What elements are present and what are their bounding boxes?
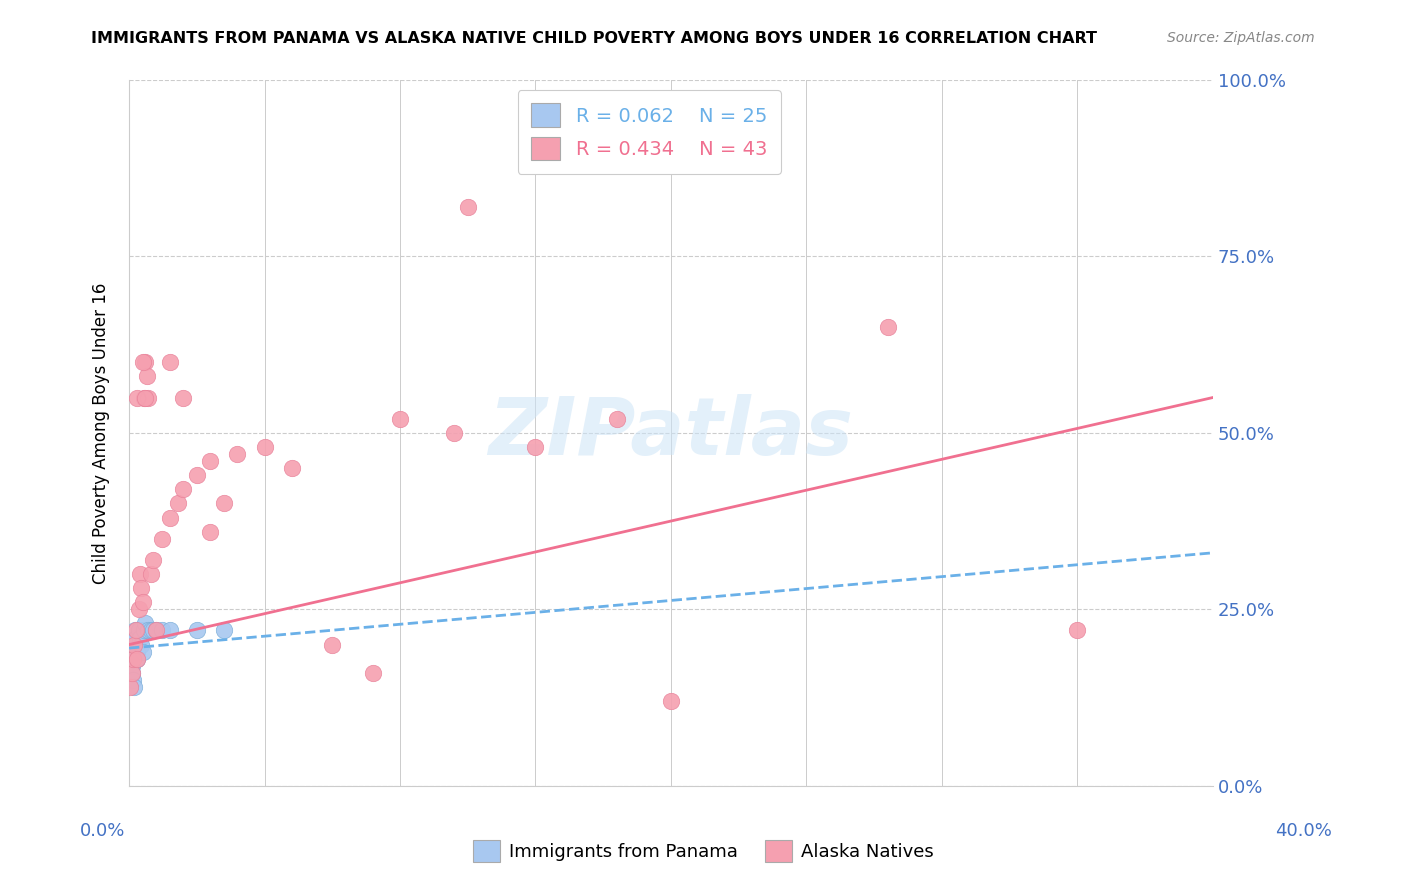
- Point: [159, 624, 181, 638]
- Text: 0.0%: 0.0%: [80, 822, 125, 840]
- Point: [212, 496, 235, 510]
- Point: [120, 638, 142, 652]
- Point: [457, 200, 479, 214]
- Point: [139, 566, 162, 581]
- Point: [121, 665, 143, 680]
- Point: [124, 638, 146, 652]
- Point: [524, 440, 547, 454]
- Point: [186, 624, 208, 638]
- Point: [159, 355, 181, 369]
- Point: [659, 694, 682, 708]
- Point: [136, 624, 159, 638]
- Point: [128, 602, 150, 616]
- Point: [127, 651, 149, 665]
- Point: [172, 483, 194, 497]
- Point: [124, 638, 146, 652]
- Point: [124, 624, 146, 638]
- Point: [253, 440, 276, 454]
- Point: [388, 411, 411, 425]
- Point: [212, 624, 235, 638]
- Point: [159, 510, 181, 524]
- Point: [125, 645, 148, 659]
- Legend: R = 0.062    N = 25, R = 0.434    N = 43: R = 0.062 N = 25, R = 0.434 N = 43: [517, 90, 780, 174]
- Text: ZIPatlas: ZIPatlas: [488, 394, 853, 472]
- Point: [136, 391, 159, 405]
- Point: [120, 651, 142, 665]
- Point: [280, 461, 302, 475]
- Point: [200, 524, 222, 539]
- Point: [122, 673, 145, 687]
- Point: [361, 665, 384, 680]
- Point: [226, 447, 249, 461]
- Point: [150, 624, 173, 638]
- Point: [145, 624, 167, 638]
- Point: [132, 391, 155, 405]
- Point: [606, 411, 628, 425]
- Point: [150, 532, 173, 546]
- Legend: Immigrants from Panama, Alaska Natives: Immigrants from Panama, Alaska Natives: [465, 833, 941, 870]
- Point: [443, 425, 465, 440]
- Point: [142, 553, 165, 567]
- Point: [1066, 624, 1088, 638]
- Point: [121, 658, 143, 673]
- Point: [139, 624, 162, 638]
- Point: [135, 369, 157, 384]
- Point: [134, 616, 156, 631]
- Point: [131, 595, 153, 609]
- Point: [876, 320, 898, 334]
- Point: [132, 624, 155, 638]
- Point: [128, 624, 150, 638]
- Point: [120, 680, 142, 694]
- Point: [125, 624, 148, 638]
- Point: [134, 355, 156, 369]
- Point: [172, 391, 194, 405]
- Y-axis label: Child Poverty Among Boys Under 16: Child Poverty Among Boys Under 16: [93, 282, 110, 583]
- Point: [127, 651, 149, 665]
- Point: [122, 680, 145, 694]
- Point: [131, 645, 153, 659]
- Point: [127, 391, 149, 405]
- Point: [122, 651, 145, 665]
- Point: [131, 355, 153, 369]
- Text: 40.0%: 40.0%: [1275, 822, 1331, 840]
- Point: [125, 631, 148, 645]
- Point: [129, 638, 152, 652]
- Point: [145, 624, 167, 638]
- Point: [129, 566, 152, 581]
- Point: [200, 454, 222, 468]
- Point: [166, 496, 188, 510]
- Point: [321, 638, 343, 652]
- Text: IMMIGRANTS FROM PANAMA VS ALASKA NATIVE CHILD POVERTY AMONG BOYS UNDER 16 CORREL: IMMIGRANTS FROM PANAMA VS ALASKA NATIVE …: [91, 31, 1098, 46]
- Point: [142, 624, 165, 638]
- Text: Source: ZipAtlas.com: Source: ZipAtlas.com: [1167, 31, 1315, 45]
- Point: [129, 581, 152, 595]
- Point: [134, 391, 156, 405]
- Point: [129, 631, 152, 645]
- Point: [186, 468, 208, 483]
- Point: [121, 665, 143, 680]
